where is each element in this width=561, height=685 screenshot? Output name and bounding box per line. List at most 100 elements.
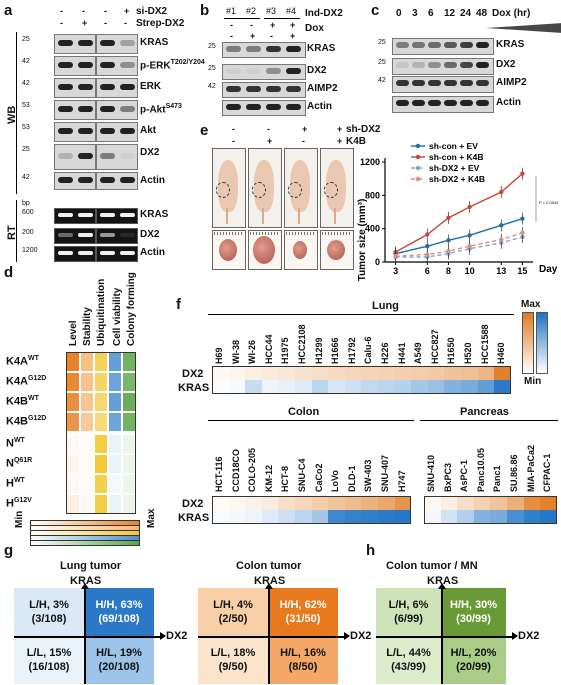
- c-mw-2: 42: [378, 77, 386, 84]
- wb-blot: [54, 78, 96, 98]
- rt-band: [78, 233, 93, 237]
- quadrant-label: L/H, 3%: [29, 599, 69, 611]
- wb-band: [120, 106, 135, 112]
- quad-y-arrow: [438, 583, 446, 589]
- quadrant-label: L/L, 44%: [386, 647, 431, 659]
- quad-x-axis: [198, 636, 346, 638]
- wb-row-label: Actin: [140, 175, 165, 186]
- f-kras-cell: [523, 510, 541, 524]
- wb-blot: [96, 122, 138, 142]
- f-scale-orange: [522, 312, 534, 374]
- sample-1: #1: [226, 6, 237, 16]
- wb-band: [100, 177, 115, 183]
- b-band: [266, 86, 281, 92]
- quadrant-bl: L/L, 18% (9/50): [198, 636, 268, 684]
- e-k4b-sign-2: +: [267, 136, 273, 146]
- quadrant-tl: L/H, 3% (3/108): [14, 588, 84, 636]
- f-cell-line-label: H1975: [280, 337, 291, 364]
- wb-row-sup: S473: [165, 103, 182, 110]
- wb-band: [58, 106, 73, 112]
- e-legend-label: sh-con + EV: [429, 141, 478, 151]
- f-kras-cell: [394, 380, 412, 394]
- quadrant-label: L/L, 15%: [26, 647, 72, 659]
- f-dx2-cell: [361, 496, 378, 510]
- panel-letter-d: d: [4, 264, 14, 281]
- e-point: [467, 233, 472, 238]
- f-kras-cell: [507, 510, 524, 524]
- f-colon-kras-label: KRAS: [178, 512, 210, 524]
- e-k4b-sign-4: +: [337, 136, 343, 146]
- wb-band: [120, 40, 135, 46]
- f-lung-dx2-label: DX2: [182, 368, 204, 380]
- c-band: [396, 42, 409, 48]
- quadrant-fraction: (6/99): [394, 613, 423, 625]
- wb-band: [78, 128, 93, 134]
- d-col-header: Ubiquitination: [96, 278, 107, 346]
- quad-x-arrow: [160, 632, 166, 640]
- d-row-sup: Q61R: [13, 457, 33, 464]
- f-cell-line-label: CFPAC-1: [542, 453, 553, 492]
- d-row-label: K4BG12D: [6, 415, 46, 428]
- wb-band: [58, 177, 73, 183]
- wb-blot: [54, 100, 96, 120]
- c-band: [428, 62, 441, 68]
- e-point: [467, 204, 472, 210]
- panel-letter-f: f: [176, 296, 181, 313]
- e-series-line: [395, 236, 523, 258]
- d-row-label: HWT: [6, 477, 25, 490]
- e-x-tick-label: 10: [465, 266, 475, 276]
- b-mw-2: 42: [208, 83, 216, 90]
- quadrant-br: H/L, 20% (20/99): [441, 636, 506, 684]
- wb-row-name: KRAS: [140, 37, 169, 48]
- f-cell-line-label: SU.86.86: [509, 454, 519, 492]
- sample-2: #2: [246, 6, 257, 16]
- quadrant-fraction: (9/50): [218, 661, 248, 673]
- wb-row-label: KRAS: [140, 37, 168, 48]
- excised-tumor: [219, 239, 237, 261]
- e-y-tick-label: 400: [365, 224, 380, 234]
- f-dx2-cell: [245, 366, 262, 380]
- e-legend-label: sh-DX2 + EV: [429, 163, 480, 173]
- quad-x-arrow: [512, 632, 518, 640]
- c-band: [444, 80, 457, 86]
- d-row-base: K4A: [6, 355, 29, 368]
- tumor-outline: [252, 182, 266, 198]
- e-y-tick-label: 1200: [360, 157, 380, 167]
- f-kras-cell: [378, 510, 395, 524]
- f-cell-line-label: DLD-1: [346, 465, 357, 493]
- d-heat-cell: [80, 454, 94, 474]
- b-band: [266, 104, 281, 110]
- quadrant-label: H/L, 16%: [280, 647, 326, 659]
- f-colon-line: [208, 420, 414, 421]
- c-band: [396, 80, 409, 86]
- quadrant-fraction: (8/50): [288, 661, 318, 673]
- rt-mw-1: 200: [22, 229, 34, 236]
- f-cell-line-label: WI-38: [230, 339, 241, 364]
- quadrant-label: H/H, 30%: [449, 599, 498, 611]
- tumor-outline: [324, 182, 338, 198]
- b-band: [286, 86, 301, 92]
- b-band: [286, 68, 301, 74]
- e-x-tick-label: 15: [517, 266, 527, 276]
- f-dx2-cell: [523, 496, 541, 510]
- f-cell-line-label: COLO-205: [247, 447, 258, 492]
- d-scale-min: Min: [14, 510, 25, 528]
- c-timepoint: 12: [444, 8, 456, 19]
- f-cell-line-label: HCT-8: [280, 465, 291, 492]
- wb-band: [78, 106, 93, 112]
- wb-mw-5: 25: [22, 146, 30, 153]
- b-band: [226, 86, 241, 92]
- e-xlabel: Day: [539, 264, 558, 275]
- e-point: [520, 216, 525, 221]
- f-scale-blue: [536, 312, 548, 374]
- d-heat-cell: [80, 474, 94, 494]
- quad-x-arrow: [344, 632, 350, 640]
- quadrant-label: L/L, 18%: [210, 647, 256, 659]
- ind-sign-4: +: [290, 20, 296, 30]
- c-mw-0: 25: [378, 39, 386, 46]
- wb-row-sup: T202/Y204: [170, 59, 205, 66]
- f-cell-line-label: MIA-PaCa2: [525, 444, 536, 492]
- rt-band: [100, 233, 115, 237]
- f-kras-cell: [457, 510, 474, 524]
- quadrant-fraction: (43/99): [391, 661, 426, 673]
